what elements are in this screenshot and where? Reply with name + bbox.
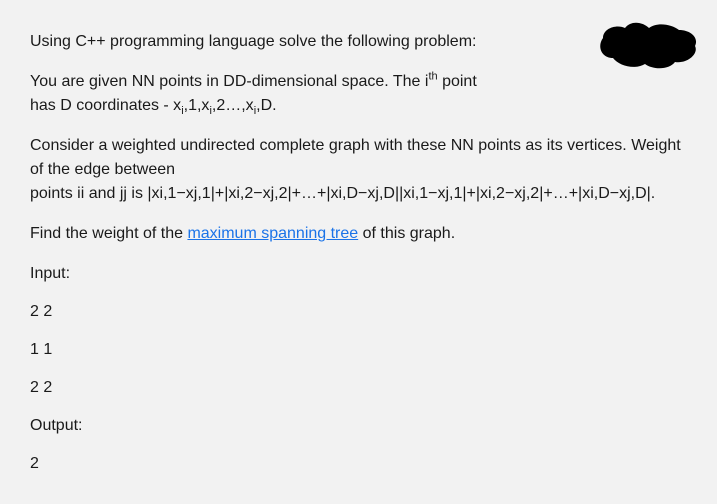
max-spanning-tree-link[interactable]: maximum spanning tree (187, 225, 358, 242)
output-label: Output: (30, 414, 687, 438)
intro-text: Using C++ programming language solve the… (30, 33, 476, 50)
input-label: Input: (30, 262, 687, 286)
output-line-1: 2 (30, 452, 687, 476)
input-line-2: 1 1 (30, 338, 687, 362)
intro-paragraph: Using C++ programming language solve the… (30, 30, 687, 54)
input-line-3: 2 2 (30, 376, 687, 400)
problem-statement-2: Consider a weighted undirected complete … (30, 134, 687, 206)
problem-statement-3: Find the weight of the maximum spanning … (30, 222, 687, 246)
input-line-1: 2 2 (30, 300, 687, 324)
problem-statement-1: You are given NN points in DD-dimensiona… (30, 70, 687, 118)
